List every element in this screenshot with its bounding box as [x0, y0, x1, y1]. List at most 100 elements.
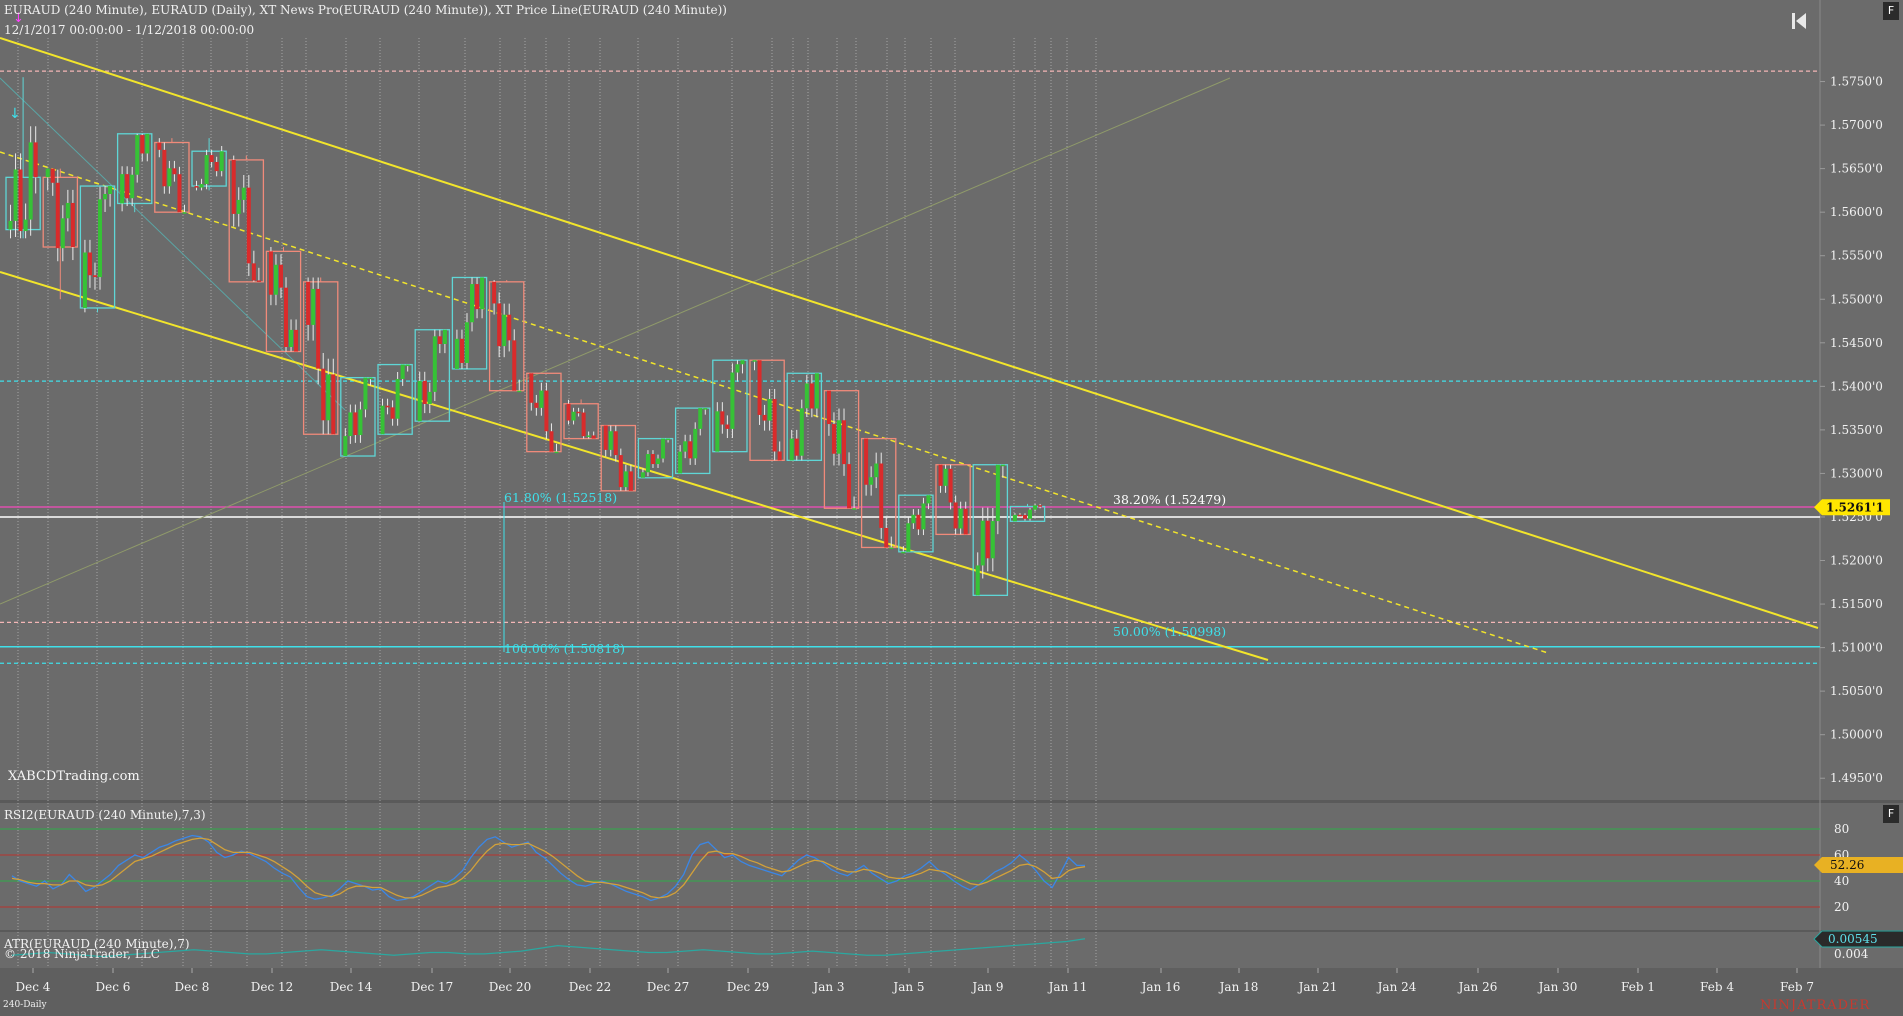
candle-body [23, 219, 28, 232]
x-tick-label: Feb 1 [1621, 980, 1655, 994]
daily-bar-box [340, 376, 376, 457]
daily-bar-box [823, 390, 860, 509]
candle-body [432, 336, 437, 392]
candle-body [70, 202, 75, 248]
x-tick-label: Jan 3 [811, 980, 844, 994]
x-tick-label: Dec 17 [411, 980, 454, 994]
candle-body [683, 441, 688, 452]
y-tick-label: 1.5600'0 [1830, 205, 1883, 219]
candle-body [145, 133, 150, 154]
rsi-tick-label: 80 [1834, 822, 1849, 836]
candle-body [480, 277, 485, 310]
trend-line-faint [0, 77, 1231, 605]
candle-body [82, 252, 87, 308]
candle-body [454, 338, 459, 369]
daily-bar-box [972, 464, 1009, 596]
candle-body [608, 431, 613, 450]
rsi-panel-button[interactable]: F [1883, 805, 1899, 823]
watermark: XABCDTrading.com [8, 769, 140, 784]
fib-label: 38.20% (1.52479) [1113, 492, 1226, 507]
candle-body [18, 169, 23, 232]
price-panel-button[interactable]: F [1883, 2, 1899, 20]
trend-line-faint [0, 77, 346, 411]
y-tick-label: 1.4950'0 [1830, 771, 1883, 785]
candle-body [231, 159, 236, 214]
candle-body [799, 408, 804, 456]
x-tick-label: Dec 22 [569, 980, 612, 994]
candle-body [901, 551, 906, 554]
candle-body [343, 436, 348, 457]
y-tick-label: 1.5450'0 [1830, 336, 1883, 350]
candle-body [177, 174, 182, 213]
daily-bar-box [451, 276, 488, 370]
candle-body [549, 431, 554, 452]
candle-body [628, 471, 633, 491]
candle-body [92, 275, 97, 278]
channel-upper [0, 37, 1819, 629]
candle-body [752, 360, 757, 362]
candle-body [316, 288, 321, 369]
candle-body [427, 391, 432, 404]
rsi-value-label: 52.26 [1830, 858, 1864, 872]
news-arrow-icon: ↓ [9, 106, 21, 122]
panel-separator [0, 930, 1903, 932]
candle-body [507, 314, 512, 341]
daily-bar-box [749, 359, 785, 462]
candle-body [735, 364, 740, 373]
atr-value-label-bg [1813, 930, 1903, 948]
candle-body [405, 364, 410, 367]
candle-body [953, 502, 958, 529]
x-tick-label: Jan 21 [1297, 980, 1338, 994]
candle-body [586, 435, 591, 437]
candle-body [534, 402, 539, 408]
candle-body [864, 438, 869, 485]
y-tick-label: 1.5750'0 [1830, 75, 1883, 89]
candle-body [87, 252, 92, 276]
candle-body [826, 390, 831, 425]
candle-body [836, 420, 841, 454]
time-axis-band [0, 968, 1903, 1016]
candle-body [995, 464, 1000, 522]
daily-bar-box [860, 437, 897, 549]
x-tick-label: Jan 24 [1376, 980, 1417, 994]
x-tick-label: Jan 26 [1457, 980, 1498, 994]
candle-body [353, 412, 358, 436]
last-price-label: 1.5261'1 [1826, 500, 1884, 514]
rsi-tick-label: 20 [1834, 900, 1849, 914]
x-tick-label: Jan 18 [1218, 980, 1259, 994]
y-tick-label: 1.5150'0 [1830, 597, 1883, 611]
candle-body [715, 411, 720, 452]
rsi-value-label-bg [1814, 857, 1903, 874]
news-arrow-icon: ↓ [13, 11, 24, 26]
candle-body [437, 336, 442, 345]
candle-body [273, 264, 278, 295]
skip-to-end-icon [1796, 13, 1806, 29]
candle-body [125, 174, 130, 199]
candle-body [581, 412, 586, 437]
x-tick-label: Jan 5 [891, 980, 924, 994]
candle-body [906, 523, 911, 552]
candle-body [985, 520, 990, 559]
candle-body [167, 168, 172, 187]
candle-body [65, 202, 70, 219]
brand-logo: NINJATRADER [1760, 998, 1871, 1013]
candle-body [326, 374, 331, 421]
fib-label: 61.80% (1.52518) [504, 490, 617, 505]
candle-body [576, 411, 581, 414]
candle-body [135, 135, 140, 175]
daily-bar-box [414, 329, 451, 422]
candle-body [656, 458, 661, 465]
candle-body [390, 407, 395, 419]
atr-series-line [11, 938, 1086, 958]
candle-body [703, 408, 708, 410]
candle-body [502, 314, 507, 347]
atr-title: ATR(EURAUD (240 Minute),7) [3, 937, 190, 951]
x-tick-label: Feb 4 [1700, 980, 1734, 994]
skip-to-end-icon [1792, 13, 1795, 29]
candle-body [497, 303, 502, 347]
candle-body [331, 374, 336, 435]
candle-body [529, 373, 534, 403]
candle-body [475, 284, 480, 310]
candle-body [772, 398, 777, 452]
